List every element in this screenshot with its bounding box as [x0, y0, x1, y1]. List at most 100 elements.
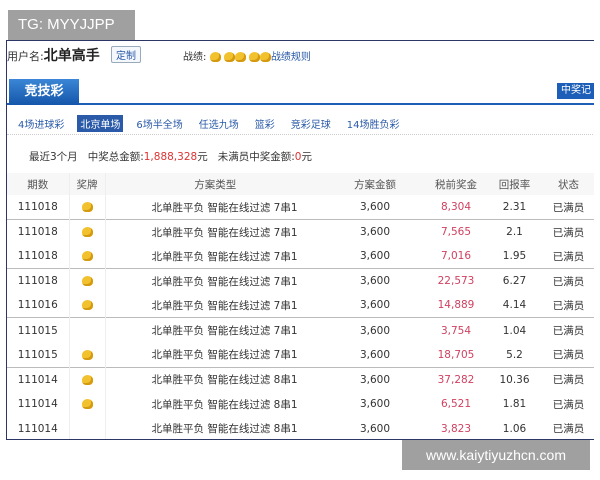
cell-bonus: 37,282 [425, 366, 487, 392]
cell-bonus: 7,016 [440, 250, 472, 263]
cell-rate: 2.1 [487, 219, 542, 245]
cell-issue: 111018 [17, 250, 58, 263]
cell-medal [68, 366, 106, 392]
subtab[interactable]: 6场半全场 [136, 120, 183, 131]
cell-bonus: 8,304 [440, 201, 472, 214]
table-row: 111015 北单胜平负 智能在线过滤 7串1 3,600 18,705 5.2 已满员 [7, 342, 594, 368]
cell-status: 已满员 [552, 398, 585, 411]
cell-status: 已满员 [542, 268, 594, 294]
column-header: 期数 [7, 173, 69, 195]
cell-bonus: 3,754 [425, 317, 487, 343]
tab-sports-lottery[interactable]: 竞技彩 [9, 79, 79, 105]
custom-button[interactable]: 定制 [111, 46, 141, 63]
table-row: 111014 北单胜平负 智能在线过滤 8串1 3,600 3,823 1.06 已满员 [7, 416, 594, 439]
prize-record-button[interactable]: 中奖记 [557, 83, 594, 99]
username: 北单高手 [43, 48, 100, 64]
medal-icon [81, 227, 93, 238]
cell-rate: 1.95 [502, 250, 527, 263]
username-label: 用户名: [7, 50, 44, 63]
medal-icon [81, 202, 93, 213]
cell-amount: 3,600 [325, 219, 425, 245]
unfilled-value: 0 [294, 151, 302, 163]
medal-icon [81, 300, 93, 311]
cell-bonus: 14,889 [437, 299, 475, 312]
medal-icon [81, 251, 93, 262]
summary-period: 最近3个月 [29, 151, 78, 163]
record-label: 战绩: [183, 52, 207, 63]
cell-status: 已满员 [542, 366, 594, 392]
cell-type: 北单胜平负 智能在线过滤 7串1 [105, 317, 325, 343]
cell-medal [68, 293, 106, 318]
subtab[interactable]: 4场进球彩 [18, 120, 65, 131]
cell-issue: 111018 [17, 201, 58, 214]
cell-type: 北单胜平负 智能在线过滤 8串1 [151, 423, 298, 436]
cell-bonus: 3,823 [440, 422, 472, 435]
cell-bonus: 6,521 [440, 398, 472, 411]
subtab[interactable]: 14场胜负彩 [346, 120, 400, 131]
cell-issue: 111015 [17, 348, 58, 361]
unfilled-label: 未满员中奖金额: [217, 151, 295, 163]
cell-status: 已满员 [552, 423, 585, 436]
record-rule-link[interactable]: 战绩规则 [270, 52, 311, 63]
cell-rate: 2.31 [502, 201, 527, 214]
cell-amount: 3,600 [325, 366, 425, 392]
cell-amount: 3,600 [359, 348, 391, 361]
total-label: 中奖总金额: [87, 151, 144, 163]
unit: 元 [301, 151, 312, 163]
medal-icon [209, 52, 221, 62]
cell-status: 已满员 [542, 317, 594, 343]
cell-type: 北单胜平负 智能在线过滤 8串1 [151, 398, 298, 411]
cell-bonus: 18,705 [437, 348, 475, 361]
watermark-bottom: www.kaiytiyuzhcn.com [402, 440, 590, 470]
column-header: 回报率 [487, 173, 542, 195]
cell-medal [68, 268, 106, 294]
cell-amount: 3,600 [325, 317, 425, 343]
subtab[interactable]: 篮彩 [254, 120, 275, 131]
cell-amount: 3,600 [325, 268, 425, 294]
medal-icon [223, 52, 235, 62]
medal-icon [81, 276, 93, 287]
table-row: 111018 北单胜平负 智能在线过滤 7串1 3,600 8,304 2.31 已满员 [7, 195, 594, 220]
cell-rate: 1.04 [487, 317, 542, 343]
table-row: 111018 北单胜平负 智能在线过滤 7串1 3,600 7,016 1.95 已满员 [7, 244, 594, 269]
cell-type: 北单胜平负 智能在线过滤 7串1 [105, 268, 325, 294]
table-row: 111018 北单胜平负 智能在线过滤 7串1 3,600 22,573 6.27 已满员 [7, 268, 594, 294]
cell-medal [68, 195, 106, 220]
cell-status: 已满员 [552, 201, 585, 214]
medal-icon [81, 349, 93, 360]
cell-type: 北单胜平负 智能在线过滤 8串1 [105, 366, 325, 392]
cell-issue: 111014 [17, 398, 58, 411]
unit: 元 [197, 151, 208, 163]
cell-medal [68, 342, 106, 368]
column-header: 方案金额 [325, 173, 425, 195]
cell-status: 已满员 [542, 219, 594, 245]
table-row: 111018 北单胜平负 智能在线过滤 7串1 3,600 7,565 2.1 已满员 [7, 219, 594, 245]
tab-bar: 竞技彩 中奖记 [7, 77, 594, 105]
cell-amount: 3,600 [359, 201, 391, 214]
summary: 最近3个月 中奖总金额:1,888,328元 未满员中奖金额:0元 [29, 149, 312, 164]
column-header: 状态 [542, 173, 594, 195]
cell-issue: 111014 [17, 422, 58, 435]
cell-type: 北单胜平负 智能在线过滤 7串1 [151, 201, 298, 214]
medal-icon [234, 52, 246, 62]
cell-bonus: 7,565 [425, 219, 487, 245]
table-row: 111015 北单胜平负 智能在线过滤 7串1 3,600 3,754 1.04 已满员 [7, 317, 594, 343]
cell-medal [68, 317, 106, 343]
cell-medal [68, 219, 106, 245]
record-table: 期数 奖牌 方案类型 方案金额 税前奖金 回报率 状态 111018 北单胜平负 智能在线过滤… [7, 173, 594, 439]
subtab[interactable]: 任选九场 [198, 120, 239, 131]
cell-rate: 1.06 [502, 422, 527, 435]
subtab[interactable]: 竞彩足球 [290, 120, 331, 131]
cell-status: 已满员 [552, 250, 585, 263]
column-header: 税前奖金 [425, 173, 487, 195]
cell-status: 已满员 [552, 349, 585, 362]
lottery-record-panel: 用户名:北单高手 定制 战绩: 战绩规则 竞技彩 中奖记 4场进球彩 北京单场 6场… [6, 40, 594, 440]
total-value: 1,888,328 [143, 151, 198, 163]
medal-icon [248, 52, 260, 62]
divider [7, 134, 594, 135]
cell-status: 已满员 [552, 299, 585, 312]
cell-issue: 111016 [17, 299, 58, 312]
cell-rate: 4.14 [502, 299, 527, 312]
cell-medal [68, 244, 106, 269]
subtab[interactable]: 北京单场 [77, 115, 124, 132]
